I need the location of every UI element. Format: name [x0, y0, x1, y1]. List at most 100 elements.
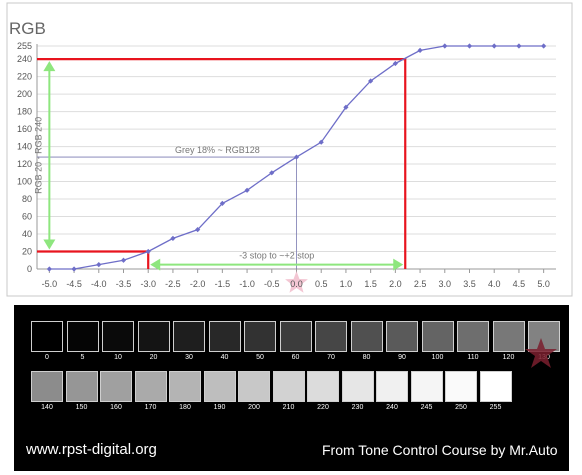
- grey-swatch: [203, 371, 236, 402]
- swatch-label: 180: [179, 404, 191, 411]
- data-point: [318, 139, 324, 145]
- x-tick-label: 1.5: [364, 279, 377, 289]
- y-tick-label: 80: [22, 194, 32, 204]
- data-point: [269, 170, 275, 176]
- x-tick-label: 4.0: [488, 279, 501, 289]
- swatch-label: 170: [144, 404, 157, 411]
- data-point: [219, 200, 225, 207]
- grey-swatch: [134, 371, 167, 402]
- y-tick-label: 160: [17, 124, 32, 134]
- grey-swatch: [208, 321, 241, 352]
- x-tick-label: 1.0: [340, 279, 353, 289]
- x-tick-label: -2.0: [190, 279, 206, 289]
- x-tick-label: -1.5: [215, 279, 231, 289]
- swatch-label: 120: [502, 354, 515, 361]
- swatch-label: 30: [185, 354, 193, 361]
- y-tick-label: 255: [17, 41, 32, 51]
- y-tick-label: 180: [17, 107, 32, 117]
- grey-swatch: [315, 321, 347, 352]
- swatch-label: 40: [220, 354, 229, 361]
- data-point: [516, 43, 522, 49]
- y-tick-label: 140: [17, 142, 32, 152]
- arrowhead-left-icon: [150, 258, 161, 271]
- grey-swatch: [244, 321, 276, 352]
- chart-title: RGB: [9, 19, 46, 38]
- swatch-label: 0: [45, 354, 49, 361]
- y-tick-label: 120: [17, 159, 32, 169]
- star-icon-swatch: [525, 338, 557, 368]
- swatch-label: 200: [248, 404, 260, 411]
- data-point: [46, 266, 52, 272]
- x-tick-label: 4.5: [513, 279, 526, 289]
- grey-swatch: [279, 321, 312, 352]
- grey-swatch: [66, 321, 99, 352]
- course-credit: From Tone Control Course by Mr.Auto: [322, 442, 558, 458]
- y-tick-label: 0: [27, 264, 32, 274]
- x-tick-label: -4.0: [91, 279, 107, 289]
- grey-swatch: [386, 321, 418, 352]
- horizontal-range-label: -3 stop to ~+2 stop: [239, 251, 314, 261]
- y-tick-label: 20: [22, 247, 32, 257]
- data-point: [71, 266, 77, 272]
- swatch-label: 140: [41, 404, 53, 411]
- data-point: [343, 104, 349, 110]
- star-icon-axis: [285, 271, 308, 293]
- data-point: [145, 248, 151, 255]
- x-tick-label: -3.0: [140, 279, 156, 289]
- data-point: [293, 154, 300, 160]
- x-tick-label: -1.0: [239, 279, 255, 289]
- x-tick-label: 2.5: [414, 279, 427, 289]
- grey-swatch: [445, 371, 477, 402]
- swatch-label: 60: [291, 354, 300, 361]
- swatch-label: 80: [362, 354, 371, 361]
- grey-swatch: [65, 371, 98, 402]
- swatch-label: 190: [213, 404, 226, 411]
- data-point: [442, 43, 448, 49]
- data-point: [368, 78, 374, 84]
- grey-swatch: [238, 371, 270, 402]
- site-url: www.rpst-digital.org: [26, 441, 157, 458]
- x-tick-label: -3.5: [116, 279, 132, 289]
- grey-swatch: [421, 321, 454, 352]
- grey-swatch: [31, 321, 63, 352]
- data-point: [417, 47, 423, 53]
- grey-swatch: [307, 371, 339, 402]
- x-tick-label: 3.0: [439, 279, 452, 289]
- arrowhead-up-icon: [43, 61, 56, 72]
- grey-swatch: [137, 321, 170, 352]
- swatch-label: 245: [420, 404, 433, 411]
- upper-limit-bracket: [37, 58, 407, 269]
- swatch-label: 90: [398, 354, 406, 361]
- swatch-label: 5: [80, 354, 85, 361]
- data-point: [170, 235, 176, 241]
- grey-swatch: [457, 321, 489, 352]
- swatch-label: 100: [431, 354, 444, 361]
- swatch-label: 160: [110, 404, 122, 411]
- swatch-label: 210: [282, 404, 295, 411]
- arrowhead-right-icon: [393, 258, 404, 271]
- grey-swatch: [376, 371, 408, 402]
- data-point: [96, 262, 102, 268]
- x-tick-label: -0.5: [264, 279, 280, 289]
- x-tick-label: 5.0: [537, 279, 550, 289]
- swatch-label: 220: [317, 404, 329, 411]
- swatch-label: 50: [256, 354, 264, 361]
- y-tick-label: 40: [22, 229, 32, 239]
- data-point: [491, 43, 497, 49]
- swatch-label: 150: [75, 404, 88, 411]
- x-tick-label: -2.5: [165, 279, 181, 289]
- y-tick-label: 100: [17, 177, 32, 187]
- grey-swatch: [31, 371, 63, 402]
- x-tick-label: 2.0: [389, 279, 402, 289]
- swatch-label: 20: [149, 354, 158, 361]
- swatch-label: 230: [351, 404, 364, 411]
- y-tick-label: 240: [17, 54, 32, 64]
- grey-scale-panel: 05102030405060708090100110120130 1401501…: [14, 305, 569, 471]
- y-tick-label: 200: [17, 89, 32, 99]
- tone-curve-chart: RGB 0 20 40 60 80 100 120 140 160 180 200 220 240 255…: [6, 2, 573, 297]
- swatch-label: 70: [327, 354, 335, 361]
- x-tick-label: -4.5: [66, 279, 82, 289]
- grey-swatch: [272, 371, 305, 402]
- grey-swatch: [169, 371, 201, 402]
- data-point: [541, 43, 547, 49]
